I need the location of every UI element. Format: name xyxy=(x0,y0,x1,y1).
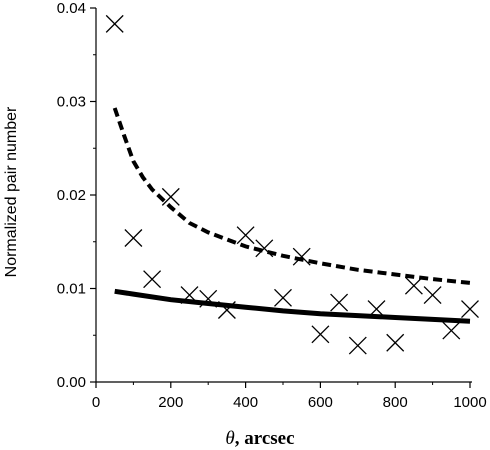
x-tick-labels: 0 200 400 600 800 1000 xyxy=(92,394,487,411)
x-tick-label: 400 xyxy=(233,394,258,411)
marker-stroke xyxy=(161,187,180,206)
data-point-x-marker xyxy=(180,286,199,305)
marker-stroke xyxy=(367,300,386,319)
x-tick-label: 1000 xyxy=(453,394,486,411)
y-tick-label: 0.01 xyxy=(57,281,86,298)
data-point-x-marker xyxy=(423,286,442,305)
marker-stroke xyxy=(124,229,143,247)
data-point-x-marker xyxy=(124,229,143,247)
data-point-x-marker xyxy=(143,270,162,289)
data-point-x-marker xyxy=(255,239,274,258)
x-tick-label: 800 xyxy=(383,394,408,411)
x-tick-label: 600 xyxy=(308,394,333,411)
data-point-x-marker xyxy=(105,14,124,33)
data-point-x-marker xyxy=(330,293,349,312)
marker-stroke xyxy=(292,247,311,266)
marker-stroke xyxy=(199,289,218,308)
data-point-x-marker xyxy=(404,276,423,295)
data-point-x-marker xyxy=(292,247,311,266)
axes xyxy=(90,7,472,388)
data-point-x-marker xyxy=(442,321,461,340)
marker-stroke xyxy=(330,293,349,312)
data-point-x-marker xyxy=(236,226,255,245)
marker-stroke xyxy=(274,288,292,307)
x-tick-label: 200 xyxy=(158,394,183,411)
marker-stroke xyxy=(217,301,236,319)
x-tick-label: 0 xyxy=(92,394,100,411)
y-tick-label: 0.03 xyxy=(57,94,86,111)
y-tick-labels: 0.00 0.01 0.02 0.03 0.04 xyxy=(57,0,86,391)
data-points xyxy=(105,14,479,355)
marker-stroke xyxy=(404,276,423,295)
model-curves xyxy=(112,107,471,324)
y-tick-label: 0.00 xyxy=(57,374,86,391)
y-tick-label: 0.04 xyxy=(57,0,86,17)
x-axis-label: θ, arcsec xyxy=(225,428,294,449)
marker-stroke xyxy=(348,336,367,355)
marker-stroke xyxy=(143,270,162,289)
marker-stroke xyxy=(386,333,405,352)
data-point-x-marker xyxy=(161,187,180,206)
solid-model-curve xyxy=(114,288,471,324)
data-point-x-marker xyxy=(311,325,330,344)
marker-stroke xyxy=(311,325,330,344)
marker-stroke xyxy=(236,226,255,245)
dashed-model-curve xyxy=(112,107,471,285)
marker-stroke xyxy=(461,300,479,319)
y-axis-label: Normalized pair number xyxy=(3,106,20,277)
data-point-x-marker xyxy=(274,288,292,307)
marker-stroke xyxy=(255,239,274,258)
x-axis-label-symbol: θ xyxy=(225,428,234,449)
marker-stroke xyxy=(105,14,124,33)
marker-stroke xyxy=(423,286,442,305)
data-point-x-marker xyxy=(199,289,218,308)
x-axis-label-unit: , arcsec xyxy=(235,428,295,449)
marker-stroke xyxy=(180,286,199,305)
data-point-x-marker xyxy=(348,336,367,355)
y-tick-label: 0.02 xyxy=(57,187,86,204)
data-point-x-marker xyxy=(217,301,236,319)
data-point-x-marker xyxy=(386,333,405,352)
data-point-x-marker xyxy=(461,300,479,319)
data-point-x-marker xyxy=(367,300,386,319)
marker-stroke xyxy=(442,321,461,340)
